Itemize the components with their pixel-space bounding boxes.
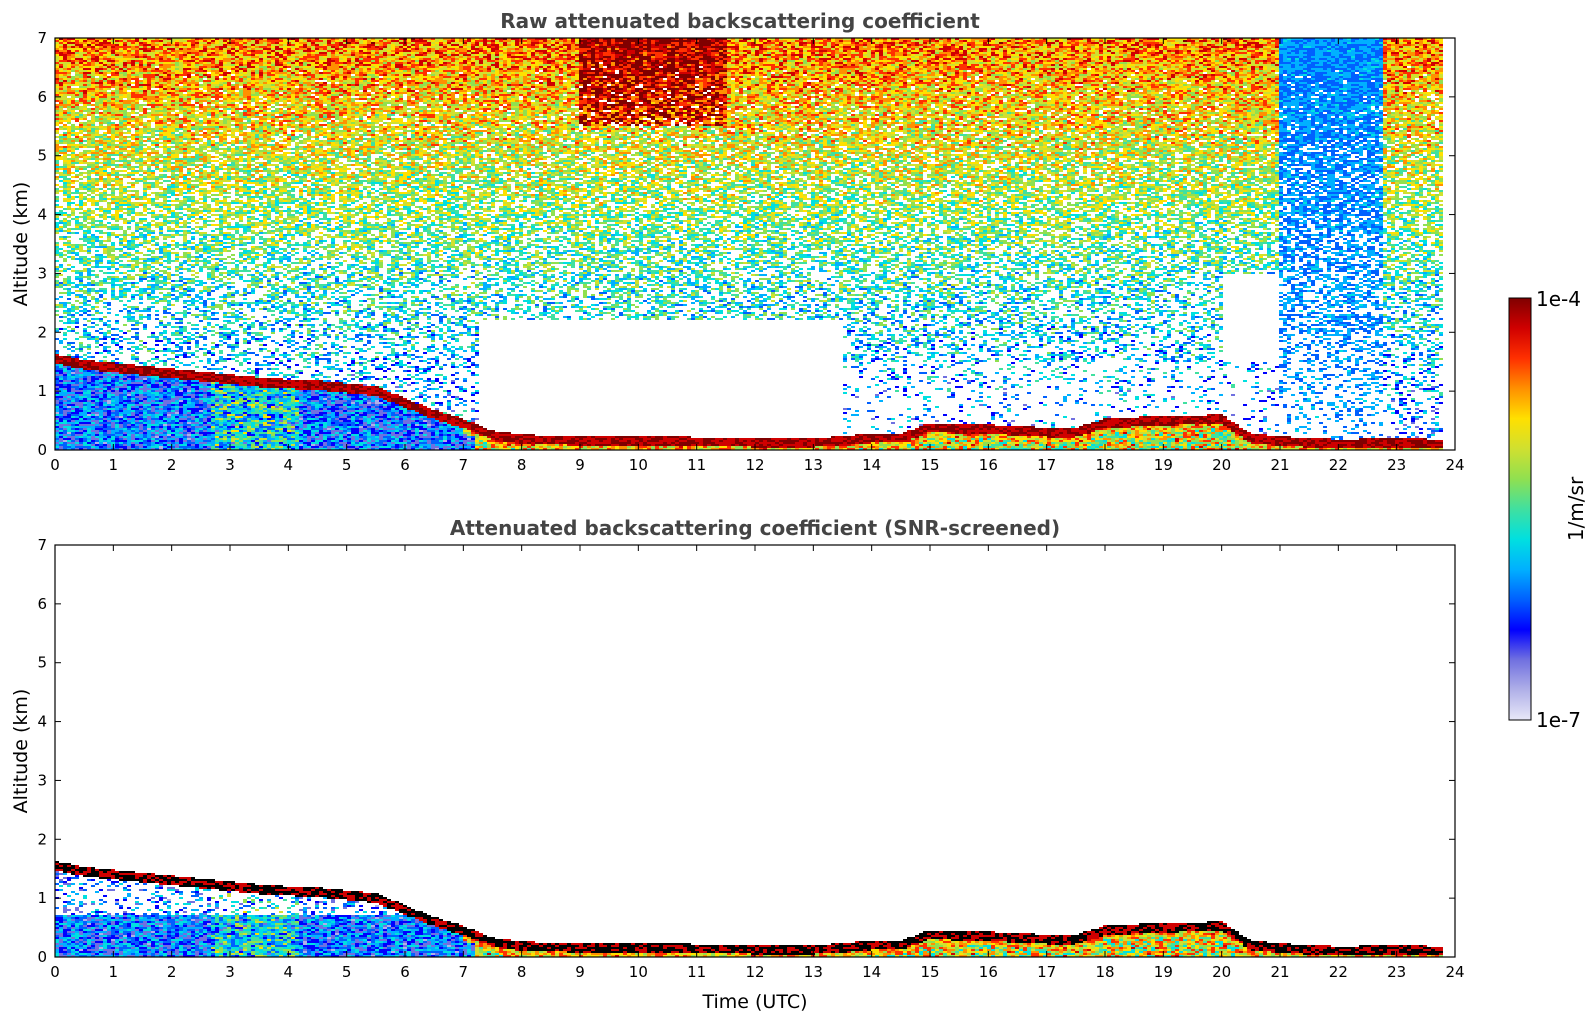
x-tick-label: 23: [1387, 456, 1406, 474]
x-tick-label: 18: [1095, 456, 1114, 474]
y-tick-label: 4: [37, 206, 47, 224]
x-tick-label: 11: [687, 963, 706, 981]
x-tick-label: 13: [804, 456, 823, 474]
y-tick-label: 1: [37, 889, 47, 907]
y-tick-label: 2: [37, 830, 47, 848]
x-tick-label: 5: [342, 456, 352, 474]
x-tick-label: 19: [1154, 963, 1173, 981]
raw-y-ticks: 0 1 2 3 4 5 6 7: [37, 29, 1455, 459]
y-tick-label: 4: [37, 713, 47, 731]
x-tick-label: 8: [517, 963, 527, 981]
x-tick-label: 24: [1445, 963, 1464, 981]
x-tick-label: 22: [1329, 456, 1348, 474]
x-tick-label: 4: [284, 456, 294, 474]
colorbar: 1e-4 1e-7 1/m/sr: [1508, 287, 1588, 732]
colorbar-min-label: 1e-7: [1536, 708, 1581, 732]
y-tick-label: 6: [37, 595, 47, 613]
screened-heatmap-area: [55, 545, 1455, 957]
x-tick-label: 19: [1154, 456, 1173, 474]
screened-panel-title: Attenuated backscattering coefficient (S…: [450, 516, 1060, 540]
colorbar-max-label: 1e-4: [1536, 287, 1581, 311]
x-tick-label: 6: [400, 456, 410, 474]
x-tick-label: 9: [575, 456, 585, 474]
x-tick-label: 1: [109, 963, 119, 981]
x-tick-label: 17: [1037, 456, 1056, 474]
x-tick-label: 11: [687, 456, 706, 474]
x-tick-label: 8: [517, 456, 527, 474]
x-tick-label: 2: [167, 963, 177, 981]
y-tick-label: 0: [37, 948, 47, 966]
y-tick-label: 0: [37, 441, 47, 459]
screened-backscatter-heatmap: [55, 545, 1455, 957]
y-tick-label: 7: [37, 536, 47, 554]
x-axis-label: Time (UTC): [701, 991, 807, 1013]
x-tick-label: 0: [50, 963, 60, 981]
screened-y-ticks: 0 1 2 3 4 5 6 7: [37, 536, 1455, 966]
x-tick-label: 14: [862, 456, 881, 474]
x-tick-label: 24: [1445, 456, 1464, 474]
x-tick-label: 1: [109, 456, 119, 474]
x-tick-label: 21: [1270, 963, 1289, 981]
y-tick-label: 6: [37, 88, 47, 106]
screened-x-ticks: 0 1 2 3 4 5 6 7 8 9 10 11 12 13 14 15 16 17 18 19 20 21 22 23 24: [50, 545, 1465, 981]
x-tick-label: 12: [745, 456, 764, 474]
x-tick-label: 23: [1387, 963, 1406, 981]
x-tick-label: 0: [50, 456, 60, 474]
screened-backscatter-panel: Attenuated backscattering coefficient (S…: [10, 516, 1465, 1013]
raw-panel-title: Raw attenuated backscattering coefficien…: [500, 9, 980, 33]
x-tick-label: 7: [459, 963, 469, 981]
y-tick-label: 5: [37, 147, 47, 165]
x-tick-label: 13: [804, 963, 823, 981]
x-tick-label: 6: [400, 963, 410, 981]
x-tick-label: 20: [1212, 456, 1231, 474]
x-tick-label: 2: [167, 456, 177, 474]
x-tick-label: 10: [629, 456, 648, 474]
colorbar-unit-label: 1/m/sr: [1564, 476, 1588, 541]
y-tick-label: 7: [37, 29, 47, 47]
y-tick-label: 5: [37, 654, 47, 672]
x-tick-label: 17: [1037, 963, 1056, 981]
raw-x-ticks: 0 1 2 3 4 5 6 7 8 9 10 11 12 13 14 15 16 17 18 19 20 21 22 23 24: [50, 38, 1465, 474]
x-tick-label: 15: [920, 456, 939, 474]
x-tick-label: 16: [979, 456, 998, 474]
raw-heatmap-area: [55, 38, 1455, 450]
x-tick-label: 4: [284, 963, 294, 981]
x-tick-label: 20: [1212, 963, 1231, 981]
x-tick-label: 18: [1095, 963, 1114, 981]
y-tick-label: 3: [37, 264, 47, 282]
y-tick-label: 2: [37, 323, 47, 341]
raw-backscatter-heatmap: [55, 38, 1455, 450]
x-tick-label: 9: [575, 963, 585, 981]
x-tick-label: 10: [629, 963, 648, 981]
x-tick-label: 22: [1329, 963, 1348, 981]
x-tick-label: 14: [862, 963, 881, 981]
colorbar-gradient: [1508, 297, 1532, 721]
x-tick-label: 16: [979, 963, 998, 981]
y-tick-label: 1: [37, 382, 47, 400]
x-tick-label: 5: [342, 963, 352, 981]
x-tick-label: 3: [225, 963, 235, 981]
raw-backscatter-panel: Raw attenuated backscattering coefficien…: [10, 9, 1465, 474]
x-tick-label: 21: [1270, 456, 1289, 474]
x-tick-label: 3: [225, 456, 235, 474]
raw-y-axis-label: Altitude (km): [10, 182, 32, 307]
x-tick-label: 15: [920, 963, 939, 981]
y-tick-label: 3: [37, 771, 47, 789]
x-tick-label: 7: [459, 456, 469, 474]
screened-y-axis-label: Altitude (km): [10, 689, 32, 814]
x-tick-label: 12: [745, 963, 764, 981]
